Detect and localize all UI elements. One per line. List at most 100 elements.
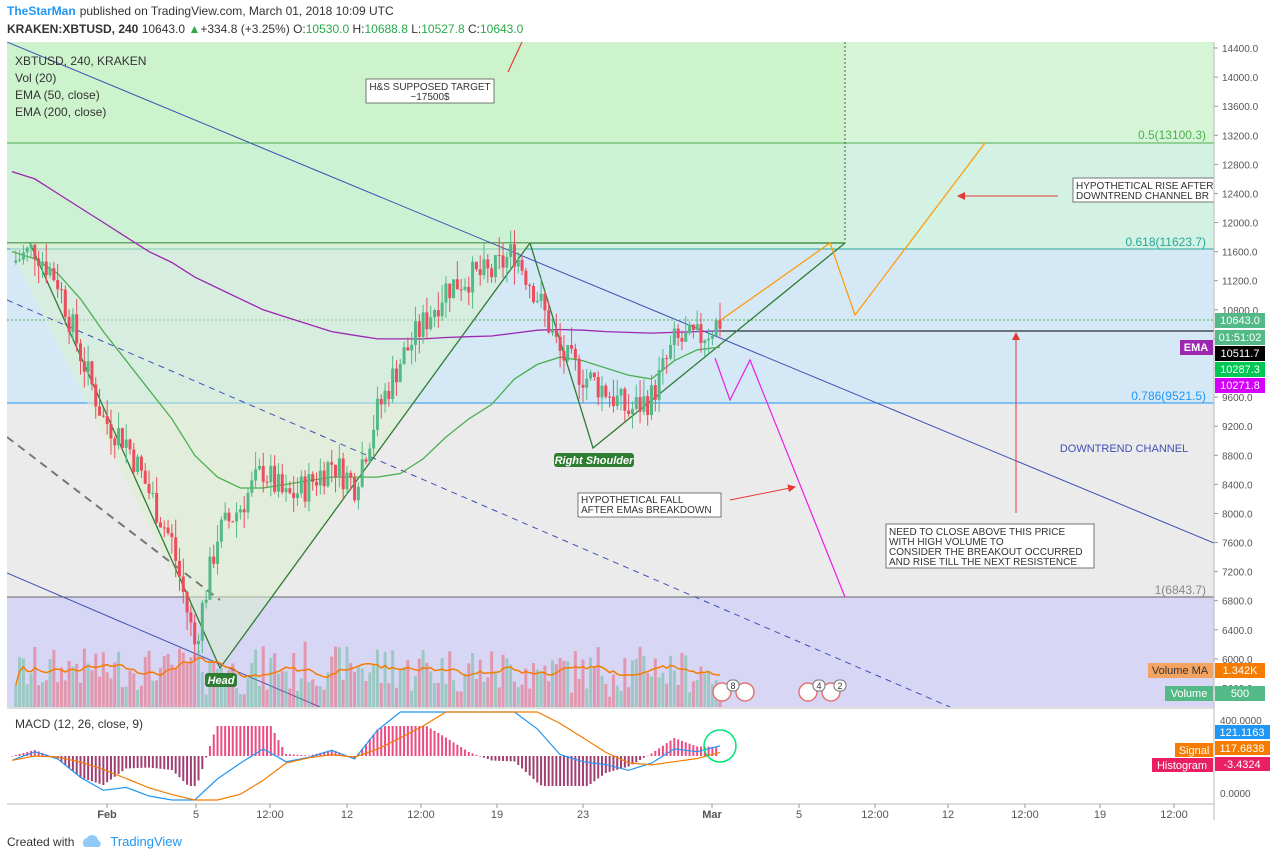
- volume-bar: [573, 651, 577, 707]
- volume-bar: [531, 663, 535, 707]
- us-flag-icon: [735, 682, 755, 702]
- rise-note[interactable]: HYPOTHETICAL RISE AFTER DOWNTREND CHANNE…: [1072, 177, 1215, 203]
- volume-bar: [566, 661, 570, 707]
- volume-bar: [444, 684, 448, 707]
- close-note[interactable]: NEED TO CLOSE ABOVE THIS PRICE WITH HIGH…: [885, 523, 1095, 569]
- tradingview-link[interactable]: TradingView: [110, 834, 182, 849]
- candle-body: [29, 244, 33, 248]
- volume-bar: [646, 673, 650, 707]
- histogram-bar: [601, 756, 603, 776]
- histogram-bar: [555, 756, 558, 786]
- volume-bar: [433, 682, 437, 707]
- candle-body: [345, 472, 349, 490]
- price-tick-label: 13200.0: [1222, 131, 1259, 142]
- histogram-bar: [521, 756, 524, 769]
- volume-bar: [139, 685, 143, 707]
- candle-body: [280, 474, 284, 493]
- volume-bar: [554, 664, 558, 707]
- price-tick-label: 9600.0: [1222, 393, 1253, 404]
- histogram-bar: [239, 726, 242, 756]
- candle-body: [379, 398, 383, 405]
- histogram-bar: [33, 750, 36, 756]
- signal-badge: 117.6838: [1219, 743, 1264, 755]
- histogram-bar: [140, 756, 143, 768]
- volume-bar: [151, 680, 155, 707]
- volume-bar: [29, 673, 33, 707]
- price-tick-label: 10800.0: [1222, 306, 1259, 317]
- hs-target-line2: ~17500$: [410, 92, 450, 103]
- histogram-bar: [326, 750, 329, 756]
- candle-body: [334, 464, 338, 478]
- histogram-bar: [612, 756, 615, 771]
- candle-body: [695, 324, 699, 330]
- volume-bar: [315, 685, 319, 707]
- event-count-1: 8: [730, 681, 735, 691]
- histogram-bar: [475, 754, 478, 756]
- histogram-bar: [661, 745, 664, 756]
- candle-body: [117, 428, 121, 446]
- ema-lines: [11, 170, 721, 489]
- event-flags[interactable]: 8 4 2: [712, 679, 847, 702]
- histogram-bar: [536, 756, 539, 783]
- hs-target-note[interactable]: H&S SUPPOSED TARGET ~17500$: [365, 78, 495, 104]
- histogram-badge: -3.4324: [1223, 759, 1260, 771]
- macd-badges: 121.1163 Signal 117.6838 Histogram -3.43…: [1152, 725, 1270, 772]
- volume-bar: [471, 652, 475, 707]
- histogram-bar: [658, 748, 661, 756]
- candle-body: [147, 483, 151, 494]
- author-brand[interactable]: TheStarMan: [7, 4, 76, 18]
- volume-bar: [109, 678, 113, 707]
- candlesticks: [14, 229, 722, 661]
- volume-bar: [79, 682, 83, 707]
- volume-bar: [707, 671, 711, 707]
- countdown-badge: 01:51:02: [1219, 332, 1262, 344]
- candle-body: [265, 481, 269, 483]
- volume-bar: [493, 672, 497, 707]
- volume-bar: [509, 664, 513, 707]
- volume-bar: [98, 676, 102, 707]
- candle-body: [669, 344, 673, 359]
- hs-head-lines: [29, 242, 531, 670]
- histogram-bar: [414, 726, 417, 756]
- histogram-bar: [159, 756, 162, 769]
- price-tick-label: 9200.0: [1222, 422, 1253, 433]
- histogram-bar: [642, 756, 645, 758]
- fib-label-0618: 0.618(11623.7): [1125, 235, 1206, 249]
- hs-shoulder-lines: [529, 242, 846, 450]
- histogram-bar: [243, 726, 246, 756]
- histogram-bar: [646, 755, 649, 757]
- volume-bar: [364, 681, 368, 707]
- histogram-bar: [684, 742, 687, 756]
- volume-bar: [52, 649, 56, 707]
- candle-body: [471, 261, 475, 293]
- fall-note[interactable]: HYPOTHETICAL FALL AFTER EMAs BREAKDOWN: [577, 492, 722, 518]
- volume-bar: [425, 662, 429, 707]
- histogram-bar: [365, 744, 367, 756]
- histogram-bar: [79, 756, 82, 778]
- histogram-bar: [361, 748, 364, 756]
- volume-bar: [185, 662, 189, 707]
- histogram-bar: [463, 749, 466, 756]
- histogram-bar: [368, 739, 371, 756]
- candle-body: [672, 328, 676, 345]
- volume-bar: [204, 694, 208, 707]
- fall-line2: AFTER EMAs BREAKDOWN: [581, 505, 712, 516]
- legend-symbol: XBTUSD, 240, KRAKEN: [15, 54, 146, 68]
- time-axis[interactable]: Feb 5 12:00 12 12:00 19 23 Mar 5 12:00 12 12:00 19 12…: [97, 804, 1188, 821]
- candle-body: [368, 448, 372, 462]
- candle-body: [318, 470, 322, 486]
- candle-body: [189, 612, 193, 623]
- volume-bar: [189, 657, 193, 707]
- volume-bar: [322, 689, 326, 707]
- candle-body: [193, 622, 197, 645]
- histogram-bar: [258, 726, 261, 756]
- candle-body: [535, 300, 539, 303]
- volume-bar: [254, 649, 258, 707]
- time-tick-label: 12:00: [1011, 809, 1039, 821]
- histogram-bar: [338, 752, 341, 756]
- fib-label-0786: 0.786(9521.5): [1131, 389, 1206, 403]
- volume-bar: [421, 650, 425, 707]
- right-shoulder-text: Right Shoulder: [555, 455, 635, 467]
- histogram-bar: [212, 734, 215, 756]
